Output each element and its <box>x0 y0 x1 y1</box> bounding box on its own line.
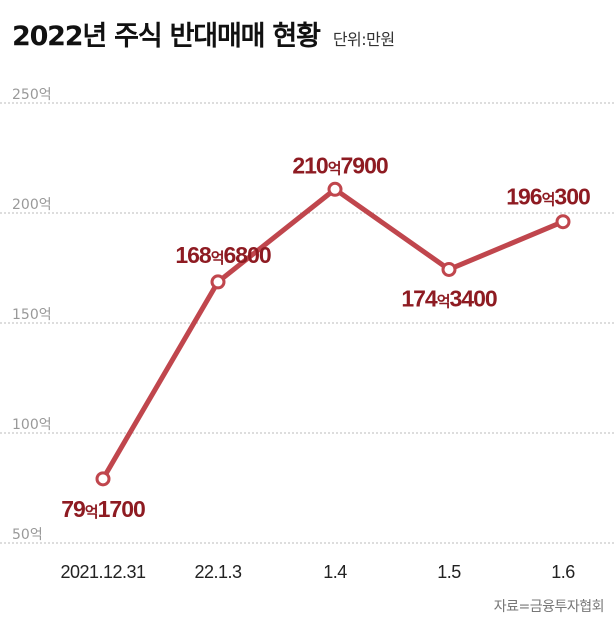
data-label-unit: 억 <box>85 503 98 521</box>
data-label-unit: 억 <box>211 249 224 267</box>
data-label-minor: 1700 <box>98 496 145 522</box>
x-tick-label: 1.5 <box>437 562 461 582</box>
data-label: 174억3400 <box>401 285 497 311</box>
data-label-minor: 7900 <box>341 152 388 178</box>
y-axis: 50억 100억 150억 200억 250억 <box>12 87 52 543</box>
y-tick-label: 250억 <box>12 87 52 103</box>
data-label-unit: 억 <box>328 159 341 177</box>
source-note: 자료=금융투자협회 <box>493 599 605 615</box>
data-label: 79억1700 <box>61 496 145 522</box>
y-tick-label: 50억 <box>12 527 43 543</box>
x-tick-label: 1.6 <box>551 562 575 582</box>
x-tick-label: 22.1.3 <box>194 562 242 582</box>
x-tick-label: 1.4 <box>323 562 347 582</box>
data-label-minor: 3400 <box>450 285 497 311</box>
data-label-major: 210 <box>292 152 328 178</box>
data-label: 168억6800 <box>175 242 271 268</box>
unit-label: 단위:만원 <box>332 30 395 49</box>
data-point <box>441 261 457 277</box>
series <box>95 181 571 487</box>
data-point <box>95 471 111 487</box>
chart-header: 2022년 주식 반대매매 현황 단위:만원 <box>12 14 395 54</box>
series-line <box>100 186 566 482</box>
data-label-minor: 6800 <box>224 242 271 268</box>
data-label-major: 196 <box>506 184 542 210</box>
data-point <box>210 274 226 290</box>
chart-title: 2022년 주식 반대매매 현황 <box>12 21 321 52</box>
x-tick-label: 2021.12.31 <box>60 562 146 582</box>
y-tick-label: 150억 <box>12 307 52 323</box>
x-axis: 2021.12.31 22.1.3 1.4 1.5 1.6 <box>60 562 575 582</box>
data-label-major: 174 <box>401 285 438 311</box>
data-point <box>555 214 571 230</box>
data-label-unit: 억 <box>437 292 450 310</box>
y-tick-label: 200억 <box>12 197 52 213</box>
data-label-minor: 300 <box>554 184 590 210</box>
data-label-major: 168 <box>175 242 212 268</box>
data-label-major: 79 <box>61 496 85 522</box>
data-label: 210억7900 <box>292 152 388 178</box>
data-label-unit: 억 <box>542 191 555 209</box>
data-label: 196억300 <box>506 184 590 210</box>
y-tick-label: 100억 <box>12 417 52 433</box>
data-point <box>327 181 343 197</box>
